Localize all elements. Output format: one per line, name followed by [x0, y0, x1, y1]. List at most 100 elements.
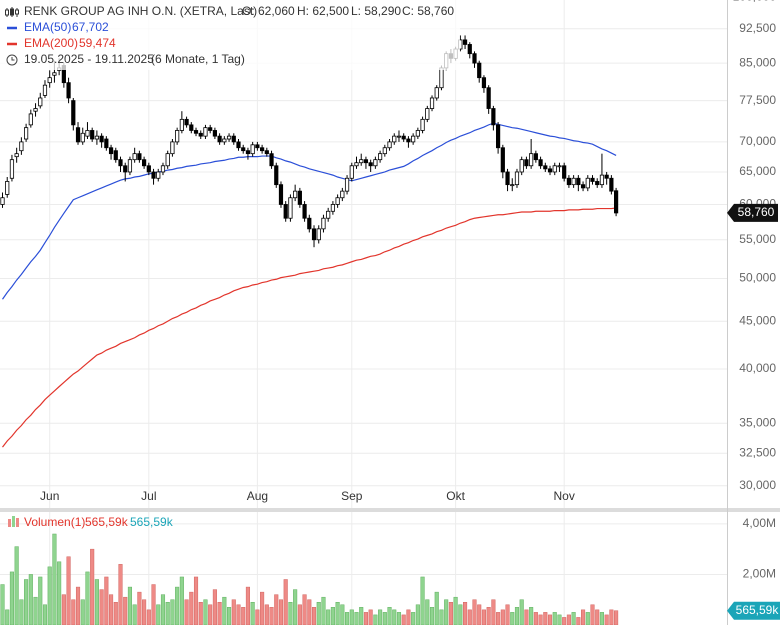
volume-bar: [547, 614, 553, 625]
volume-bar: [222, 596, 227, 625]
candle-body: [80, 132, 85, 143]
volume-bar: [99, 589, 104, 625]
volume-bar: [5, 609, 10, 625]
candle-body: [344, 177, 350, 192]
candle-body: [580, 184, 586, 189]
volume-bar: [28, 574, 33, 625]
volume-bar: [486, 607, 491, 625]
volume-bar: [335, 601, 340, 625]
volume-bar: [165, 601, 170, 625]
volume-bar: [543, 612, 548, 625]
volume-bar: [321, 596, 326, 625]
volume-bar: [529, 607, 534, 625]
volume-bar: [94, 579, 99, 625]
volume-bar: [359, 607, 364, 625]
candle-body: [241, 147, 246, 152]
candle-body: [283, 204, 288, 219]
volume-bar: [453, 596, 458, 625]
legend: RENK GROUP AG INH O.N. (XETRA, Last) O: …: [0, 0, 460, 70]
volume-bar: [184, 599, 189, 625]
volume-bar: [472, 599, 477, 625]
legend-value: 67,702: [72, 20, 109, 34]
candle-body: [198, 132, 203, 137]
volume-bar: [217, 601, 222, 625]
candle-body: [519, 159, 524, 173]
volume-bar: [562, 617, 567, 625]
volume-bar: [142, 599, 147, 625]
volume-bar: [245, 586, 250, 625]
volume-bar: [61, 594, 66, 625]
legend-value: 59,474: [79, 36, 116, 50]
candle-body: [533, 153, 538, 161]
candle-body: [382, 147, 387, 155]
volume-bar: [113, 601, 118, 625]
ohlc-open: O: 62,060: [242, 4, 295, 18]
volume-bar: [179, 576, 184, 625]
candle-body: [255, 144, 260, 149]
candle-body: [552, 165, 557, 173]
candle-body: [311, 228, 317, 241]
chart-icon: [5, 7, 19, 17]
candle-body: [595, 181, 600, 186]
y-tick-label: 100,000: [733, 0, 777, 3]
candle-body: [425, 108, 430, 120]
volume-bar: [278, 599, 284, 625]
volume-bar: [510, 612, 515, 625]
candle-body: [118, 159, 123, 167]
candle-body: [491, 108, 496, 126]
volume-bar: [326, 609, 331, 625]
volume-bar: [363, 612, 368, 625]
candle-body: [175, 130, 180, 143]
y-tick-label: 70,000: [739, 134, 776, 148]
price-tag-label: 58,760: [738, 205, 775, 219]
candle-body: [576, 177, 581, 186]
y-tick-label: 2,00M: [743, 567, 776, 581]
volume-bar: [614, 610, 619, 625]
volume-bar: [415, 604, 420, 625]
volume-bar: [458, 604, 463, 625]
volume-bar: [444, 599, 449, 625]
volume-bar: [354, 612, 359, 625]
candle-body: [293, 190, 298, 199]
candle-body: [543, 165, 548, 170]
candle-body: [359, 159, 364, 164]
candle-body: [340, 190, 345, 199]
candle-body: [269, 153, 274, 167]
volume-bar: [118, 564, 123, 625]
volume-bar: [349, 609, 354, 625]
candle-body: [231, 135, 236, 143]
volume-bar: [477, 604, 482, 625]
volume-bar: [311, 607, 317, 625]
volume-tag-label: 565,59k: [736, 603, 780, 617]
volume-bar: [463, 601, 468, 625]
volume-bar: [269, 607, 274, 625]
candle-body: [165, 153, 170, 167]
candle-body: [170, 141, 175, 155]
volume-bar: [52, 533, 57, 625]
volume-bar: [604, 614, 609, 625]
candle-body: [99, 135, 104, 143]
candle-body: [486, 87, 491, 109]
candle-body: [222, 138, 227, 143]
volume-bar: [151, 584, 156, 625]
candle-body: [123, 165, 128, 173]
candle-body: [85, 130, 90, 137]
volume-bar: [378, 609, 383, 625]
volume-bar: [392, 609, 397, 625]
volume-bar: [137, 591, 142, 625]
volume-bar: [581, 609, 586, 625]
volume-name: Volumen(1): [24, 515, 85, 529]
volume-bar: [288, 601, 293, 625]
candle-body: [66, 82, 71, 99]
volume-bar: [38, 576, 43, 625]
ohlc-high: H: 62,500: [297, 4, 349, 18]
candle-body: [316, 228, 321, 241]
candle-body: [302, 204, 307, 219]
candle-body: [467, 44, 472, 55]
candle-body: [481, 77, 487, 89]
x-tick-label: Jun: [40, 489, 59, 503]
volume-bar: [42, 604, 48, 625]
volume-bar: [33, 596, 38, 625]
volume-bar: [75, 586, 81, 625]
